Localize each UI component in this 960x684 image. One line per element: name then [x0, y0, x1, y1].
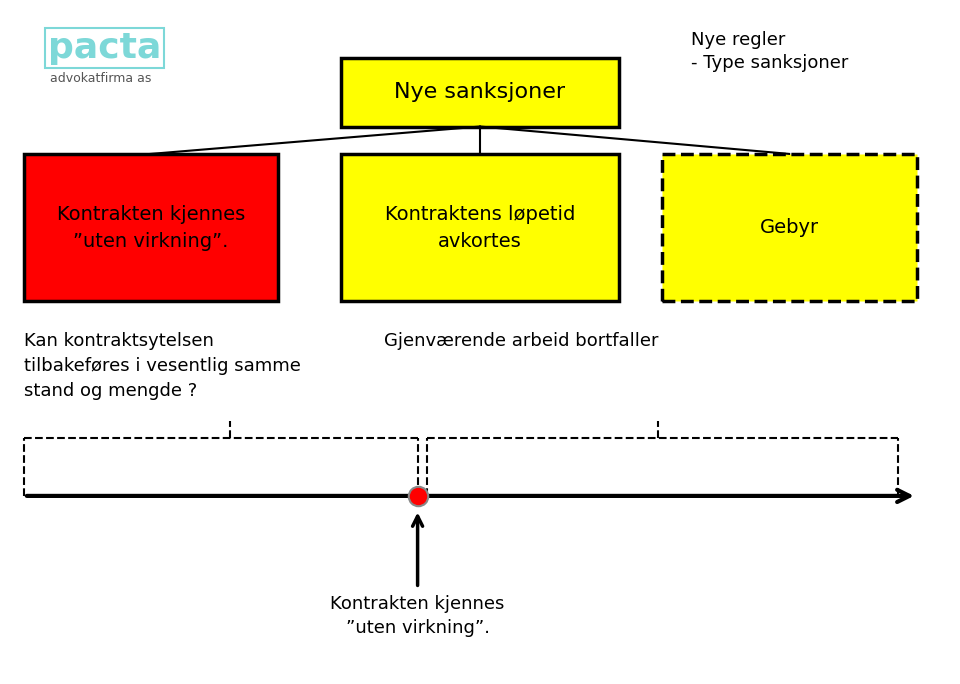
- Text: pacta: pacta: [48, 31, 161, 65]
- Text: Gjenværende arbeid bortfaller: Gjenværende arbeid bortfaller: [384, 332, 659, 350]
- Text: Kontrakten kjennes
”uten virkning”.: Kontrakten kjennes ”uten virkning”.: [330, 595, 505, 637]
- Text: advokatfirma as: advokatfirma as: [50, 72, 152, 85]
- FancyBboxPatch shape: [662, 154, 917, 301]
- Text: Kontraktens løpetid
avkortes: Kontraktens løpetid avkortes: [385, 205, 575, 250]
- Text: Gebyr: Gebyr: [759, 218, 819, 237]
- FancyBboxPatch shape: [24, 154, 278, 301]
- FancyBboxPatch shape: [341, 154, 619, 301]
- Text: Nye regler
- Type sanksjoner: Nye regler - Type sanksjoner: [691, 31, 849, 73]
- FancyBboxPatch shape: [341, 58, 619, 127]
- Text: Kontrakten kjennes
”uten virkning”.: Kontrakten kjennes ”uten virkning”.: [57, 205, 245, 250]
- Text: Kan kontraktsytelsen
tilbakeføres i vesentlig samme
stand og mengde ?: Kan kontraktsytelsen tilbakeføres i vese…: [24, 332, 300, 399]
- Text: Nye sanksjoner: Nye sanksjoner: [395, 82, 565, 103]
